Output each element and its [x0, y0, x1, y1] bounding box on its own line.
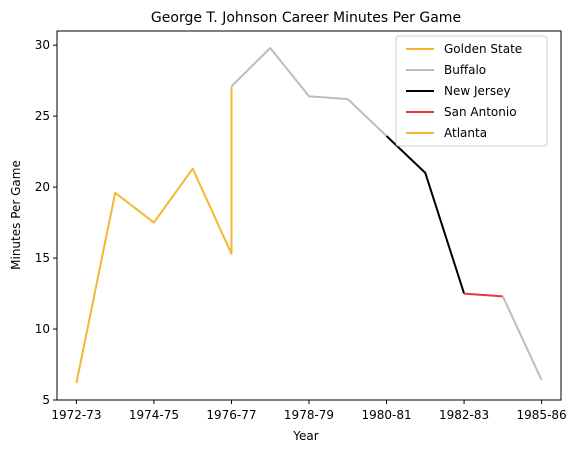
series-line-golden-state: [75, 86, 233, 384]
x-tick-label: 1982-83: [439, 408, 489, 422]
legend-label: Golden State: [444, 42, 522, 56]
legend-box: [395, 35, 548, 147]
x-axis-label: Year: [292, 429, 318, 443]
plot-lines: [75, 47, 543, 384]
x-tick-label: 1974-75: [129, 408, 179, 422]
x-tick-label: 1972-73: [51, 408, 101, 422]
y-tick-label: 25: [35, 109, 50, 123]
legend-label: San Antonio: [444, 105, 517, 119]
legend-label: New Jersey: [444, 84, 511, 98]
x-tick-label: 1978-79: [284, 408, 334, 422]
y-tick-label: 30: [35, 38, 50, 52]
y-axis-label: Minutes Per Game: [9, 160, 23, 270]
legend: Golden State Buffalo New Jersey San Antonio…: [395, 35, 548, 147]
y-axis: 5 10 15 20 25 30: [35, 38, 57, 407]
chart-title: George T. Johnson Career Minutes Per Gam…: [151, 10, 461, 26]
legend-label: Atlanta: [444, 126, 487, 140]
series-line-new-jersey: [385, 135, 466, 294]
y-tick-label: 10: [35, 322, 50, 336]
series-line-buffalo: [230, 47, 388, 137]
x-axis: 1972-73 1974-75 1976-77 1978-79 1980-81 1982-…: [51, 400, 567, 422]
y-tick-label: 20: [35, 180, 50, 194]
x-tick-label: 1976-77: [206, 408, 256, 422]
series-line-atlanta: [501, 295, 543, 381]
x-tick-label: 1980-81: [361, 408, 411, 422]
series-line-san-antonio: [464, 292, 503, 298]
legend-label: Buffalo: [444, 63, 486, 77]
y-tick-label: 15: [35, 251, 50, 265]
x-tick-label: 1985-86: [517, 408, 567, 422]
y-tick-label: 5: [42, 393, 50, 407]
